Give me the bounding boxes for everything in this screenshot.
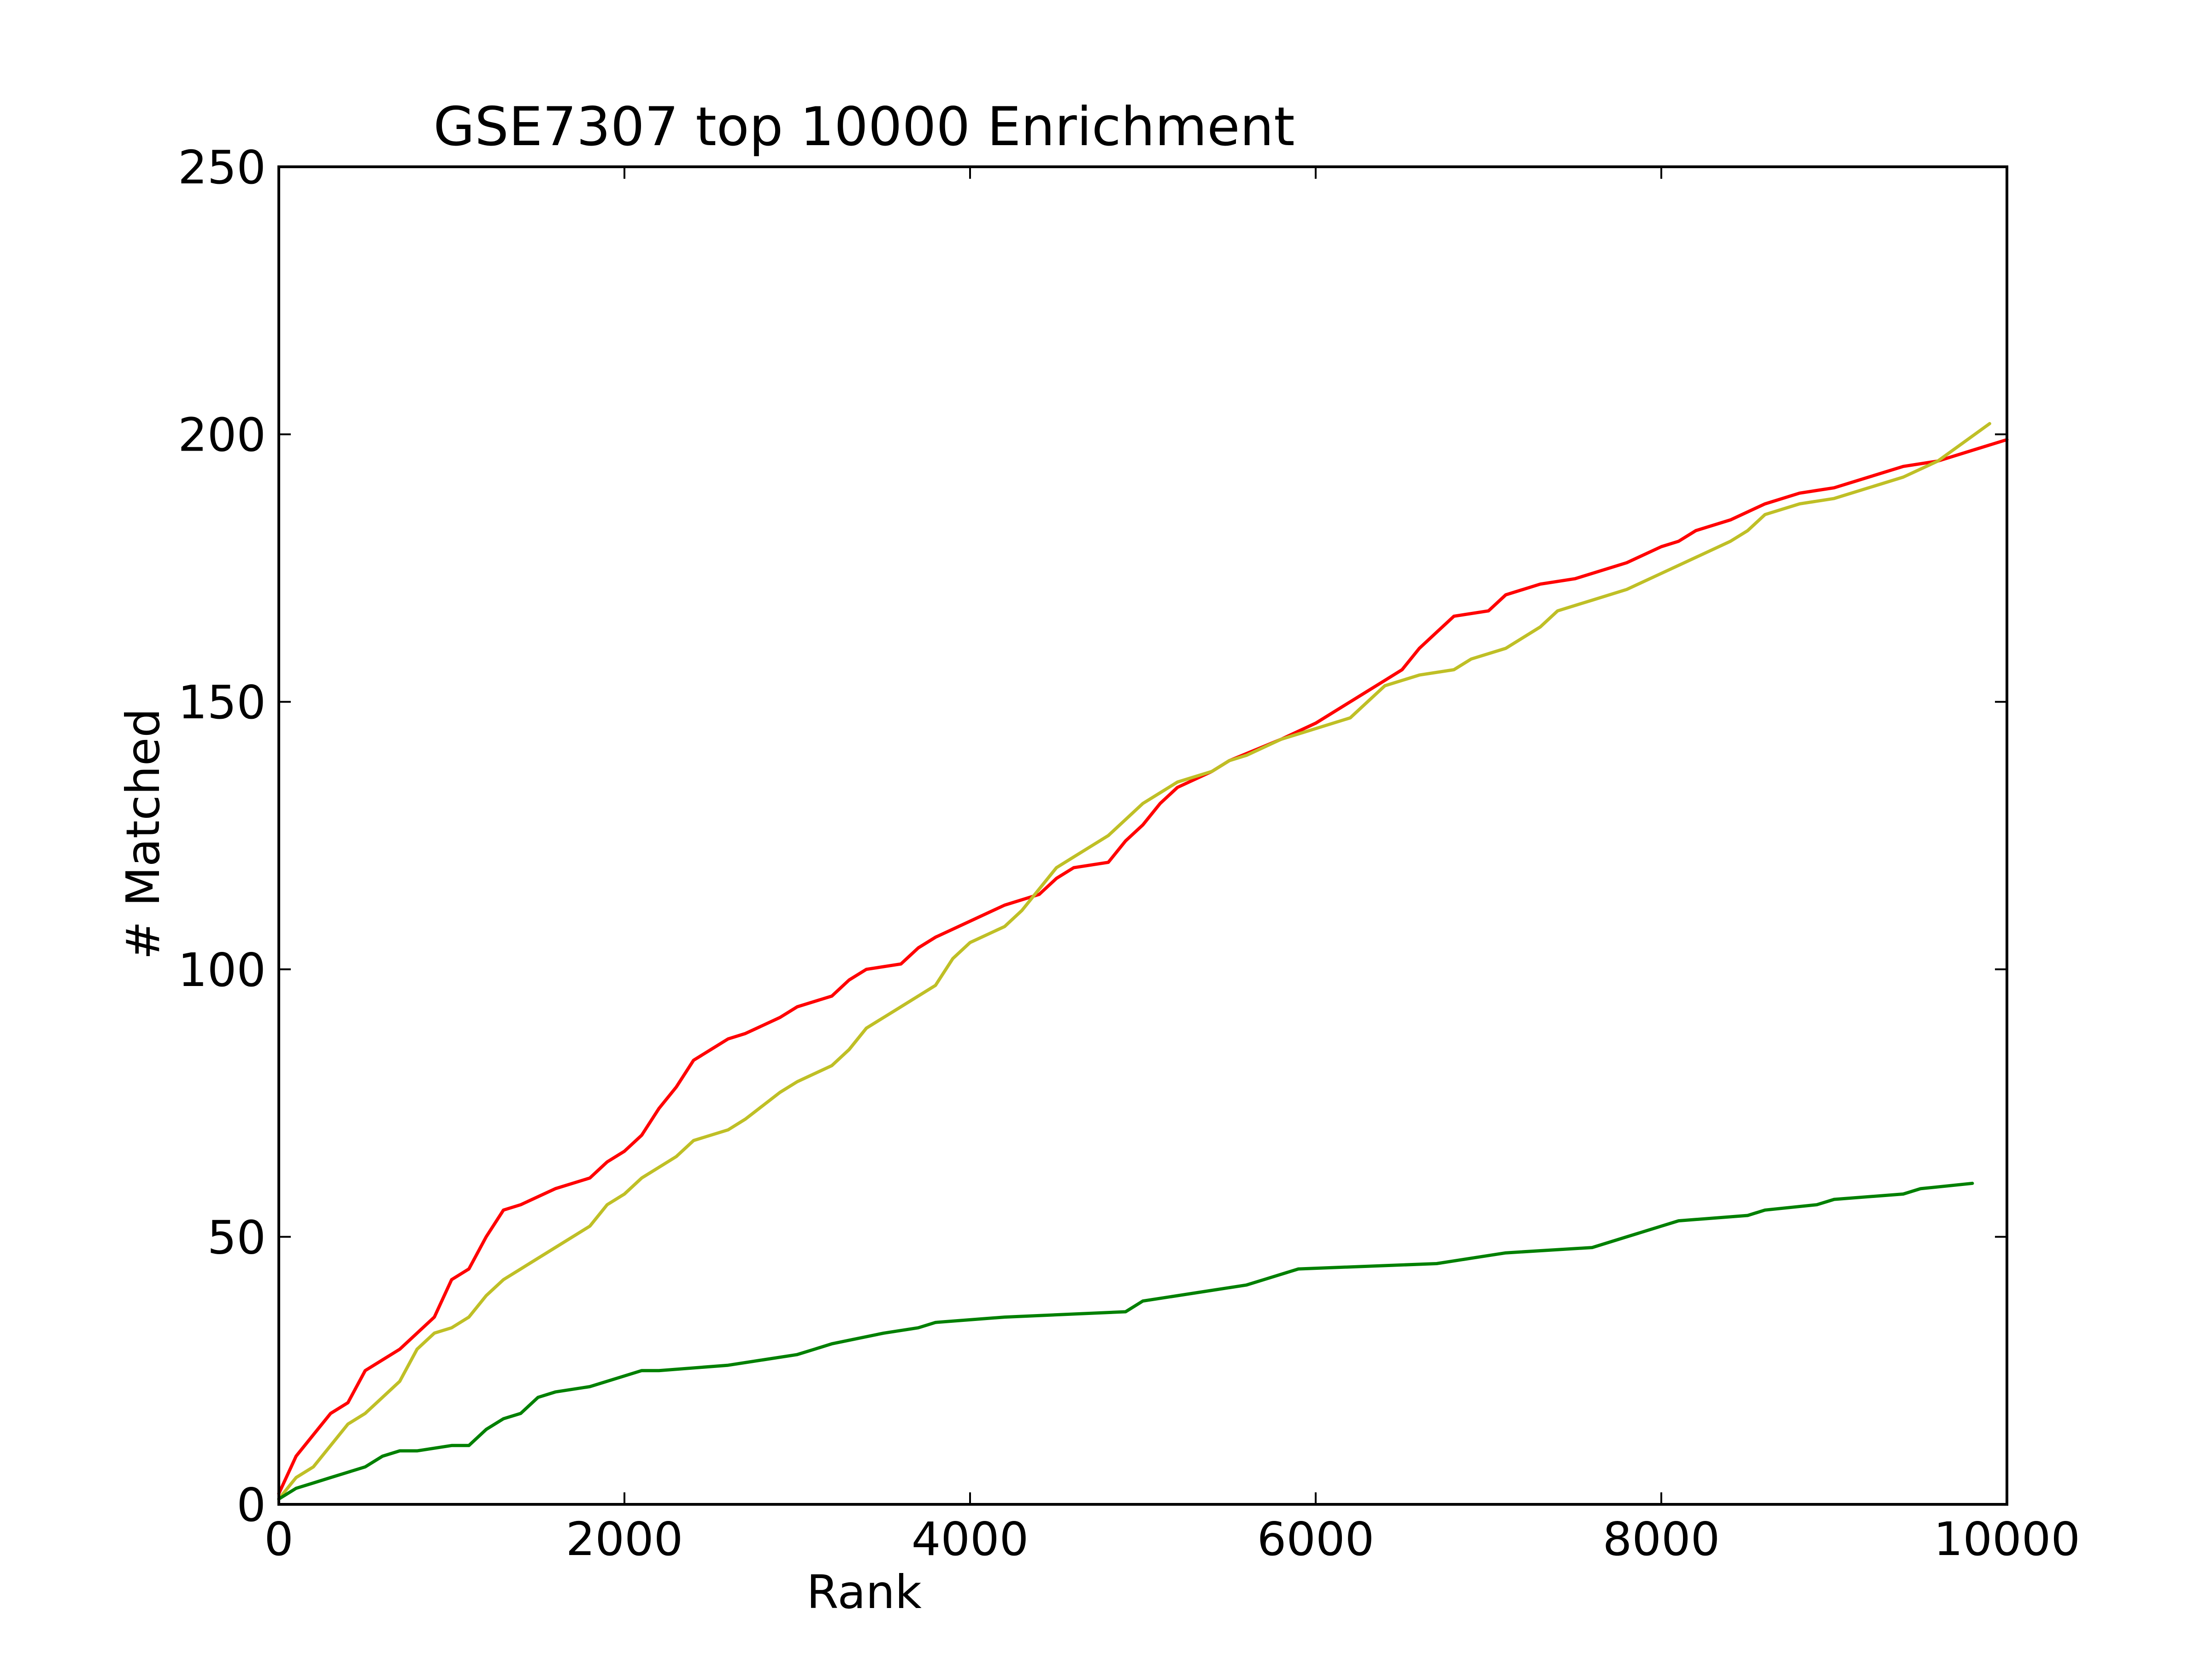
- x-tick-label: 6000: [1257, 1512, 1375, 1566]
- series-line-2: [277, 422, 1991, 1501]
- x-tick-label: 4000: [912, 1512, 1029, 1566]
- chart-title: GSE7307 top 10000 Enrichment: [433, 96, 1294, 158]
- y-axis-label: # Matched: [116, 708, 170, 960]
- x-tick-label: 0: [264, 1512, 294, 1566]
- y-tick-label: 50: [207, 1210, 266, 1264]
- series-line-1: [277, 438, 2009, 1496]
- y-tick-label: 200: [178, 408, 266, 462]
- x-tick-label: 2000: [566, 1512, 683, 1566]
- x-tick-label: 10000: [1934, 1512, 2080, 1566]
- y-tick-label: 150: [178, 675, 266, 729]
- x-axis-label: Rank: [806, 1565, 922, 1619]
- y-tick-label: 100: [178, 943, 266, 997]
- x-tick-label: 8000: [1603, 1512, 1720, 1566]
- plot-area: 0 2000 4000 6000 8000 10000 0 50 100 150 200 250: [178, 141, 2080, 1566]
- series-line-3: [277, 1181, 1974, 1501]
- y-tick-label: 0: [236, 1478, 266, 1532]
- axes-frame: [277, 165, 2008, 1506]
- y-tick-label: 250: [178, 141, 266, 194]
